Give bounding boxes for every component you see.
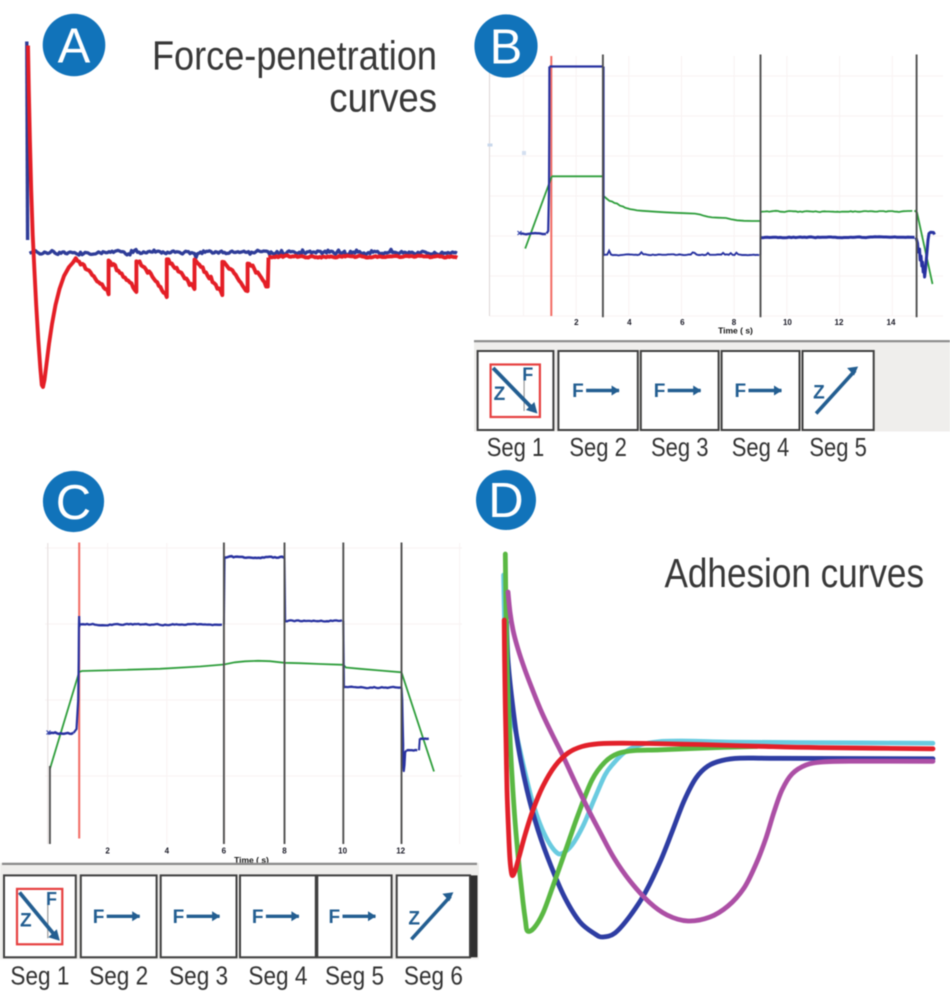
svg-text:14: 14	[887, 318, 896, 327]
svg-text:A: A	[58, 20, 91, 74]
svg-text:2: 2	[105, 847, 110, 856]
svg-text:Z: Z	[20, 911, 32, 932]
svg-text:B: B	[490, 21, 523, 75]
svg-text:6: 6	[222, 847, 227, 856]
svg-text:12: 12	[396, 847, 405, 856]
svg-text:2: 2	[574, 318, 579, 327]
svg-text:F: F	[46, 889, 57, 909]
svg-text:F: F	[93, 907, 105, 928]
svg-text:Seg 3: Seg 3	[651, 432, 709, 462]
svg-text:Force-penetration: Force-penetration	[152, 33, 437, 79]
svg-text:F: F	[572, 381, 584, 402]
svg-text:C: C	[56, 476, 91, 530]
svg-text:curves: curves	[329, 74, 437, 120]
svg-text:Adhesion curves: Adhesion curves	[665, 550, 925, 596]
svg-text:F: F	[173, 907, 185, 928]
svg-text:8: 8	[282, 847, 287, 856]
svg-text:F: F	[252, 907, 264, 928]
svg-text:8: 8	[732, 318, 737, 327]
svg-text:Z: Z	[408, 908, 420, 929]
svg-text:4: 4	[165, 847, 170, 856]
svg-text:F: F	[329, 907, 341, 928]
svg-text:Z: Z	[813, 383, 825, 404]
svg-text:Z: Z	[494, 384, 506, 405]
svg-text:Seg 1: Seg 1	[10, 961, 69, 991]
svg-text:Seg 5: Seg 5	[325, 961, 384, 991]
svg-text:Seg 4: Seg 4	[248, 961, 307, 991]
svg-text:Seg 6: Seg 6	[404, 961, 463, 991]
svg-text:D: D	[488, 474, 523, 528]
svg-text:Time ( s): Time ( s)	[718, 326, 753, 336]
svg-text:Seg 1: Seg 1	[487, 432, 545, 462]
svg-text:F: F	[522, 365, 533, 385]
svg-text:4: 4	[627, 318, 632, 327]
svg-text:Seg 2: Seg 2	[569, 432, 627, 462]
svg-text:F: F	[654, 381, 666, 402]
svg-text:Seg 4: Seg 4	[732, 432, 790, 462]
svg-text:Time ( s): Time ( s)	[234, 855, 269, 865]
svg-text:12: 12	[835, 318, 844, 327]
svg-text:6: 6	[680, 318, 685, 327]
svg-text:Seg 3: Seg 3	[169, 961, 228, 991]
svg-text:10: 10	[783, 318, 792, 327]
svg-text:F: F	[735, 381, 747, 402]
svg-text:Seg 5: Seg 5	[809, 432, 867, 462]
svg-text:10: 10	[338, 847, 347, 856]
svg-text:Seg 2: Seg 2	[89, 961, 148, 991]
